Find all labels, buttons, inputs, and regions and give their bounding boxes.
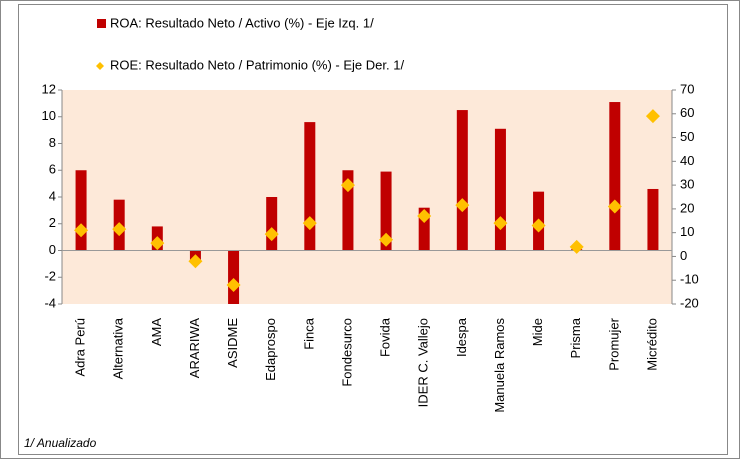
y-tick-label: 2	[49, 215, 56, 230]
diamond	[417, 209, 432, 224]
x-tick-label: ASIDME	[225, 318, 240, 368]
diamond	[112, 222, 127, 237]
bar	[456, 110, 468, 251]
plot-area	[62, 90, 672, 304]
bar	[609, 102, 621, 251]
x-tick-label: Fondesurco	[339, 318, 354, 387]
x-tick-label: Promujer	[606, 317, 621, 370]
y-tick-label: 0	[49, 242, 56, 257]
bar	[647, 188, 659, 251]
y2-tick-label: 50	[680, 129, 694, 144]
legend-swatch	[97, 19, 106, 28]
x-tick-label: Manuela Ramos	[492, 318, 507, 413]
y2-tick-label: 70	[680, 81, 694, 96]
y-tick-label: 12	[42, 81, 56, 96]
x-tick-label: Idespa	[454, 317, 469, 357]
diamond	[607, 199, 622, 214]
legend-swatch	[96, 62, 104, 70]
x-tick-label: Edaprospo	[263, 318, 278, 381]
y-tick-label: -4	[44, 295, 56, 310]
y2-tick-label: 20	[680, 200, 694, 215]
diamond	[455, 198, 470, 213]
diamond	[569, 239, 584, 254]
legend-label: ROA: Resultado Neto / Activo (%) - Eje I…	[110, 15, 374, 30]
y2-tick-label: 0	[680, 248, 687, 263]
x-tick-label: Micrédito	[644, 318, 659, 371]
y-tick-label: -2	[44, 269, 56, 284]
x-tick-label: IDER C. Vallejo	[416, 318, 431, 407]
diamond	[188, 254, 203, 269]
diamond	[264, 227, 279, 242]
x-tick-label: AMA	[149, 318, 164, 347]
diamond	[645, 109, 660, 124]
x-tick-label: Mide	[530, 318, 545, 346]
footnote: 1/ Anualizado	[24, 436, 97, 450]
diamond	[531, 218, 546, 233]
diamond	[226, 277, 241, 292]
y-tick-label: 6	[49, 162, 56, 177]
bar	[75, 170, 87, 251]
bar	[418, 207, 430, 251]
x-tick-label: Adra Perú	[73, 318, 88, 377]
diamond	[379, 232, 394, 247]
diamond	[74, 223, 89, 238]
bar	[228, 250, 240, 304]
x-tick-label: Fovida	[378, 317, 393, 357]
y2-tick-label: 30	[680, 177, 694, 192]
y-tick-label: 8	[49, 135, 56, 150]
bar	[266, 197, 278, 251]
x-tick-label: Finca	[301, 317, 316, 350]
diamond	[493, 216, 508, 231]
y2-tick-label: 60	[680, 105, 694, 120]
x-tick-label: Alternativa	[111, 317, 126, 379]
bar	[304, 122, 316, 251]
y2-tick-label: 10	[680, 224, 694, 239]
x-tick-label: ARARIWA	[187, 318, 202, 379]
legend-label: ROE: Resultado Neto / Patrimonio (%) - E…	[110, 57, 404, 72]
y2-tick-label: 40	[680, 153, 694, 168]
bar	[494, 128, 506, 251]
diamond	[150, 236, 165, 251]
y-tick-label: 10	[42, 108, 56, 123]
bar	[342, 170, 354, 251]
diamond	[340, 178, 355, 193]
x-tick-label: Prisma	[568, 317, 583, 358]
diamond	[302, 216, 317, 231]
bar	[380, 171, 392, 251]
y2-tick-label: -20	[680, 295, 699, 310]
y-tick-label: 4	[49, 188, 56, 203]
y2-tick-label: -10	[680, 272, 699, 287]
